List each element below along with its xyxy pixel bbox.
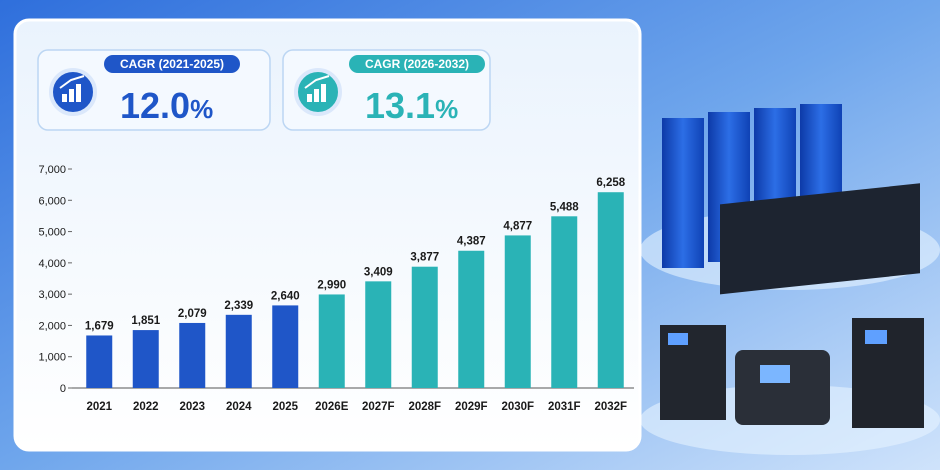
- bar: [504, 235, 531, 388]
- x-tick-label: 2022: [133, 401, 159, 413]
- y-tick-label: 2,000: [38, 320, 66, 332]
- icon-bar: [321, 84, 326, 102]
- y-tick-label: 7,000: [38, 164, 66, 176]
- x-tick-label: 2030F: [501, 401, 534, 413]
- x-tick-label: 2027F: [362, 401, 395, 413]
- chart: 0 1,000 2,000 3,000 4,000 5,000 6,000 7,000 2021…: [38, 164, 634, 413]
- card-number: 12.0: [120, 85, 190, 126]
- bar: [179, 322, 206, 388]
- card-pill: [349, 55, 485, 73]
- x-tick-label: 2028F: [408, 401, 441, 413]
- card-value: 13.1%: [365, 85, 458, 126]
- value-label: 3,877: [410, 252, 439, 264]
- x-tick-label: 2021: [86, 401, 112, 413]
- value-label: 4,387: [457, 236, 486, 248]
- value-label: 6,258: [596, 177, 625, 189]
- bar: [458, 250, 485, 388]
- value-label: 1,679: [85, 320, 114, 332]
- card-unit: %: [435, 94, 458, 124]
- value-label: 2,640: [271, 290, 300, 302]
- bar: [272, 305, 299, 388]
- y-tick-label: 0: [60, 383, 66, 395]
- y-tick-label: 6,000: [38, 195, 66, 207]
- x-tick-label: 2032F: [594, 401, 627, 413]
- icon-bar: [314, 89, 319, 102]
- value-label: 5,488: [550, 201, 579, 213]
- x-tick-label: 2023: [179, 401, 205, 413]
- card-unit: %: [190, 94, 213, 124]
- bar: [551, 216, 578, 388]
- bar: [225, 314, 252, 388]
- x-tick-label: 2024: [226, 401, 252, 413]
- icon-arrow: [59, 75, 85, 89]
- y-tick-label: 5,000: [38, 227, 66, 239]
- value-label: 2,990: [317, 279, 346, 291]
- bar: [411, 266, 438, 388]
- value-label: 2,339: [224, 300, 253, 312]
- bar: [318, 294, 345, 388]
- x-tick-label: 2031F: [548, 401, 581, 413]
- card-label: CAGR (2021-2025): [120, 57, 224, 71]
- icon-bar: [76, 84, 81, 102]
- card-value: 12.0%: [120, 85, 213, 126]
- x-tick-label: 2026E: [315, 401, 349, 413]
- value-label: 3,409: [364, 266, 393, 278]
- icon-bar: [69, 89, 74, 102]
- bar: [365, 281, 392, 388]
- bar: [597, 192, 624, 388]
- icon-arrow: [304, 75, 330, 89]
- y-tick-label: 3,000: [38, 289, 66, 301]
- x-tick-label: 2025: [272, 401, 298, 413]
- x-tick-label: 2029F: [455, 401, 488, 413]
- card-number: 13.1: [365, 85, 435, 126]
- y-tick-label: 4,000: [38, 258, 66, 270]
- value-label: 2,079: [178, 308, 207, 320]
- value-label: 1,851: [131, 315, 160, 327]
- card-label: CAGR (2026-2032): [365, 57, 469, 71]
- bar: [132, 330, 159, 388]
- bar: [86, 335, 113, 388]
- icon-bar: [307, 94, 312, 102]
- y-tick-label: 1,000: [38, 352, 66, 364]
- cards: CAGR (2021-2025) 12.0% CAGR (2026-2032) 13.…: [37, 49, 491, 131]
- card-pill: [104, 55, 240, 73]
- battery-illustration: [660, 104, 924, 428]
- value-label: 4,877: [503, 220, 532, 232]
- icon-bar: [62, 94, 67, 102]
